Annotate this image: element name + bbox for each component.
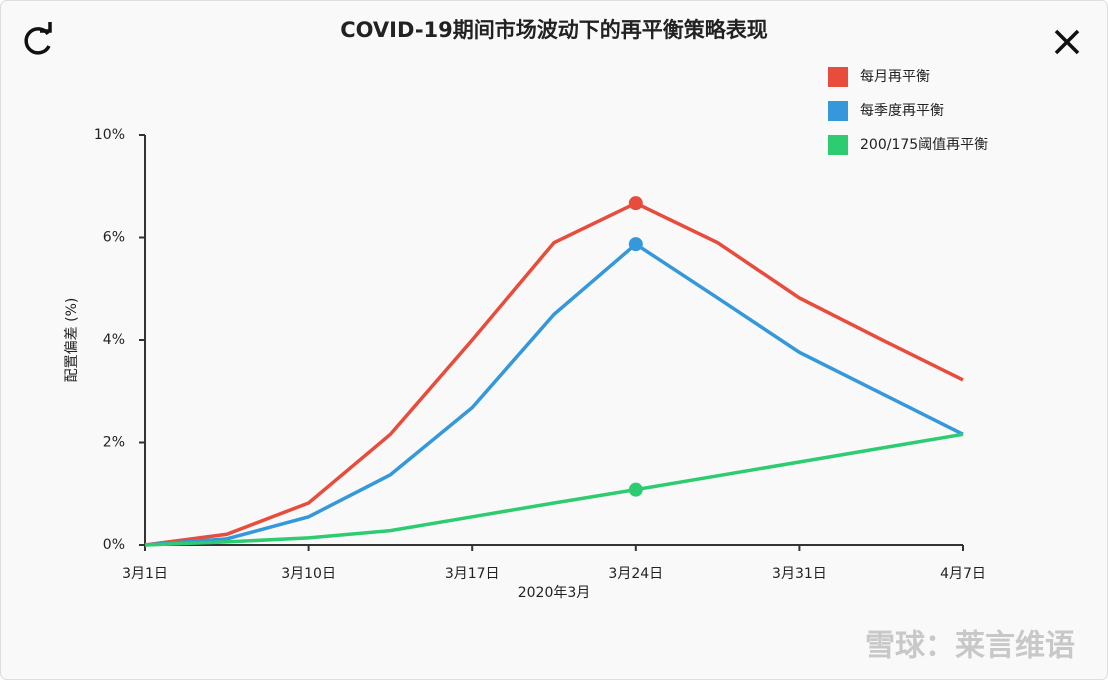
refresh-button[interactable] bbox=[24, 22, 52, 55]
legend-label: 每季度再平衡 bbox=[860, 103, 944, 119]
legend-swatch bbox=[828, 101, 848, 121]
legend-label: 200/175阈值再平衡 bbox=[860, 137, 988, 153]
series-line bbox=[144, 432, 964, 547]
y-tick-label: 2% bbox=[103, 435, 125, 451]
x-tick-label: 3月10日 bbox=[281, 566, 336, 582]
y-tick-label: 10% bbox=[94, 127, 125, 143]
close-stroke bbox=[1054, 29, 1080, 55]
legend-label: 每月再平衡 bbox=[860, 69, 930, 85]
x-tick-label: 3月17日 bbox=[445, 566, 500, 582]
series-line bbox=[144, 201, 964, 547]
close-button[interactable] bbox=[1054, 29, 1080, 55]
series-line bbox=[144, 241, 964, 547]
y-tick-label: 6% bbox=[103, 230, 125, 246]
y-axis-label: 配置偏差 (%) bbox=[64, 298, 80, 383]
refresh-arc bbox=[24, 27, 51, 55]
y-tick-label: 4% bbox=[103, 332, 125, 348]
x-tick-label: 4月7日 bbox=[940, 566, 986, 582]
x-axis-label: 2020年3月 bbox=[518, 585, 591, 601]
watermark: 雪球：莱言维语 bbox=[865, 629, 1075, 664]
x-tick-label: 3月1日 bbox=[122, 566, 168, 582]
legend-swatch bbox=[828, 135, 848, 155]
y-tick-label: 0% bbox=[103, 537, 125, 553]
x-tick-label: 3月24日 bbox=[608, 566, 663, 582]
highlight-point bbox=[628, 196, 643, 211]
legend-swatch bbox=[828, 67, 848, 87]
refresh-arrow bbox=[40, 22, 52, 33]
highlight-point bbox=[628, 482, 643, 497]
x-tick-label: 3月31日 bbox=[772, 566, 827, 582]
chart-title: COVID-19期间市场波动下的再平衡策略表现 bbox=[340, 18, 768, 42]
highlight-point bbox=[628, 237, 643, 252]
